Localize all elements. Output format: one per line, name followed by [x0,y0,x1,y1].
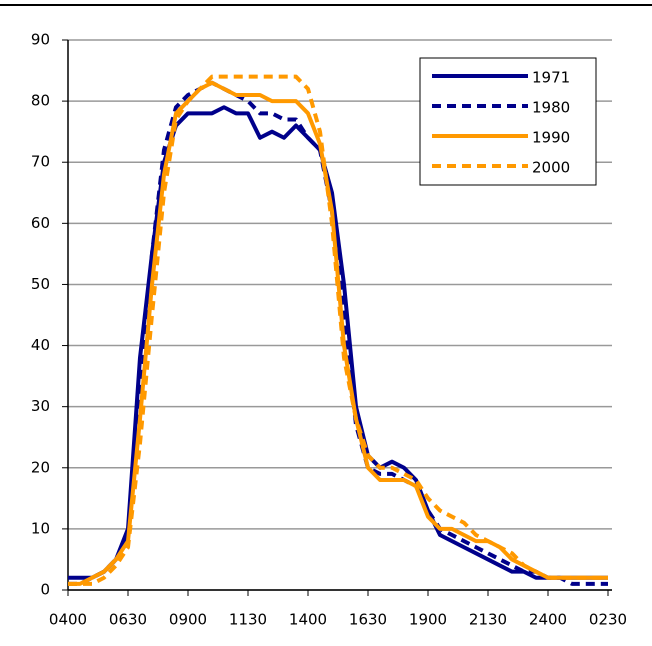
series-line [68,80,608,586]
x-tick-label: 1130 [229,611,267,629]
x-tick-label: 0900 [169,611,207,629]
y-tick-label: 70 [31,153,50,171]
y-tick-label: 80 [31,92,50,110]
y-tick-label: 10 [31,519,50,537]
y-tick-label: 0 [40,581,50,599]
y-tick-label: 30 [31,397,50,415]
x-tick-label: 0400 [49,611,87,629]
legend-label: 2000 [532,159,570,177]
legend-label: 1990 [532,129,570,147]
x-tick-label: 2400 [529,611,567,629]
x-tick-label: 0630 [109,611,147,629]
y-tick-label: 40 [31,336,50,354]
x-tick-label: 1400 [289,611,327,629]
x-tick-label: 2130 [469,611,507,629]
legend-label: 1980 [532,99,570,117]
x-tick-label: 1630 [349,611,387,629]
x-tick-label: 0230 [589,611,627,629]
y-tick-label: 20 [31,458,50,476]
y-tick-label: 60 [31,214,50,232]
y-tick-label: 50 [31,275,50,293]
y-tick-label: 90 [31,31,50,49]
legend-box [419,57,597,186]
legend-label: 1971 [532,69,570,87]
x-tick-label: 1900 [409,611,447,629]
